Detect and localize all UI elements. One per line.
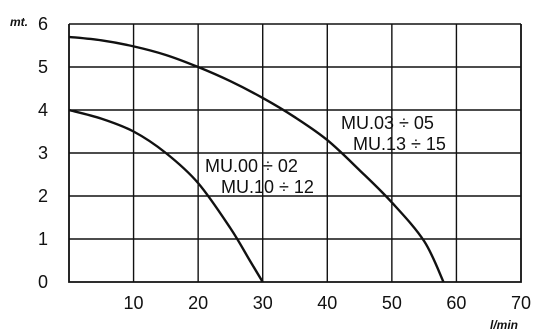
series-line-2 (68, 35, 445, 283)
plot-frame-border (68, 24, 522, 283)
x-axis-label: l/min (490, 318, 518, 332)
x-tick-label: 30 (253, 293, 273, 313)
series-annotation-2-1: MU.03 ÷ 05 (341, 113, 434, 133)
y-axis-label: mt. (10, 15, 28, 29)
tick-labels: 0 1 2 3 4 5 6 10 20 30 40 50 60 70 (38, 14, 531, 313)
y-tick-label: 2 (38, 186, 48, 206)
x-tick-label: 40 (317, 293, 337, 313)
plot-frame (68, 24, 522, 283)
series-annotation-2-2: MU.13 ÷ 15 (353, 134, 446, 154)
series-lines (68, 35, 445, 283)
series-annotation-1-2: MU.10 ÷ 12 (221, 177, 314, 197)
y-tick-label: 4 (38, 100, 48, 120)
series-annotation-1-1: MU.00 ÷ 02 (205, 156, 298, 176)
x-tick-label: 60 (446, 293, 466, 313)
y-tick-label: 1 (38, 229, 48, 249)
grid-lines (69, 23, 521, 282)
x-tick-label: 10 (124, 293, 144, 313)
x-tick-label: 20 (188, 293, 208, 313)
y-tick-label: 3 (38, 143, 48, 163)
series-line-1 (68, 108, 264, 283)
y-tick-label: 0 (38, 272, 48, 292)
y-tick-label: 6 (38, 14, 48, 34)
x-tick-label: 50 (382, 293, 402, 313)
x-tick-label: 70 (511, 293, 531, 313)
y-tick-label: 5 (38, 57, 48, 77)
